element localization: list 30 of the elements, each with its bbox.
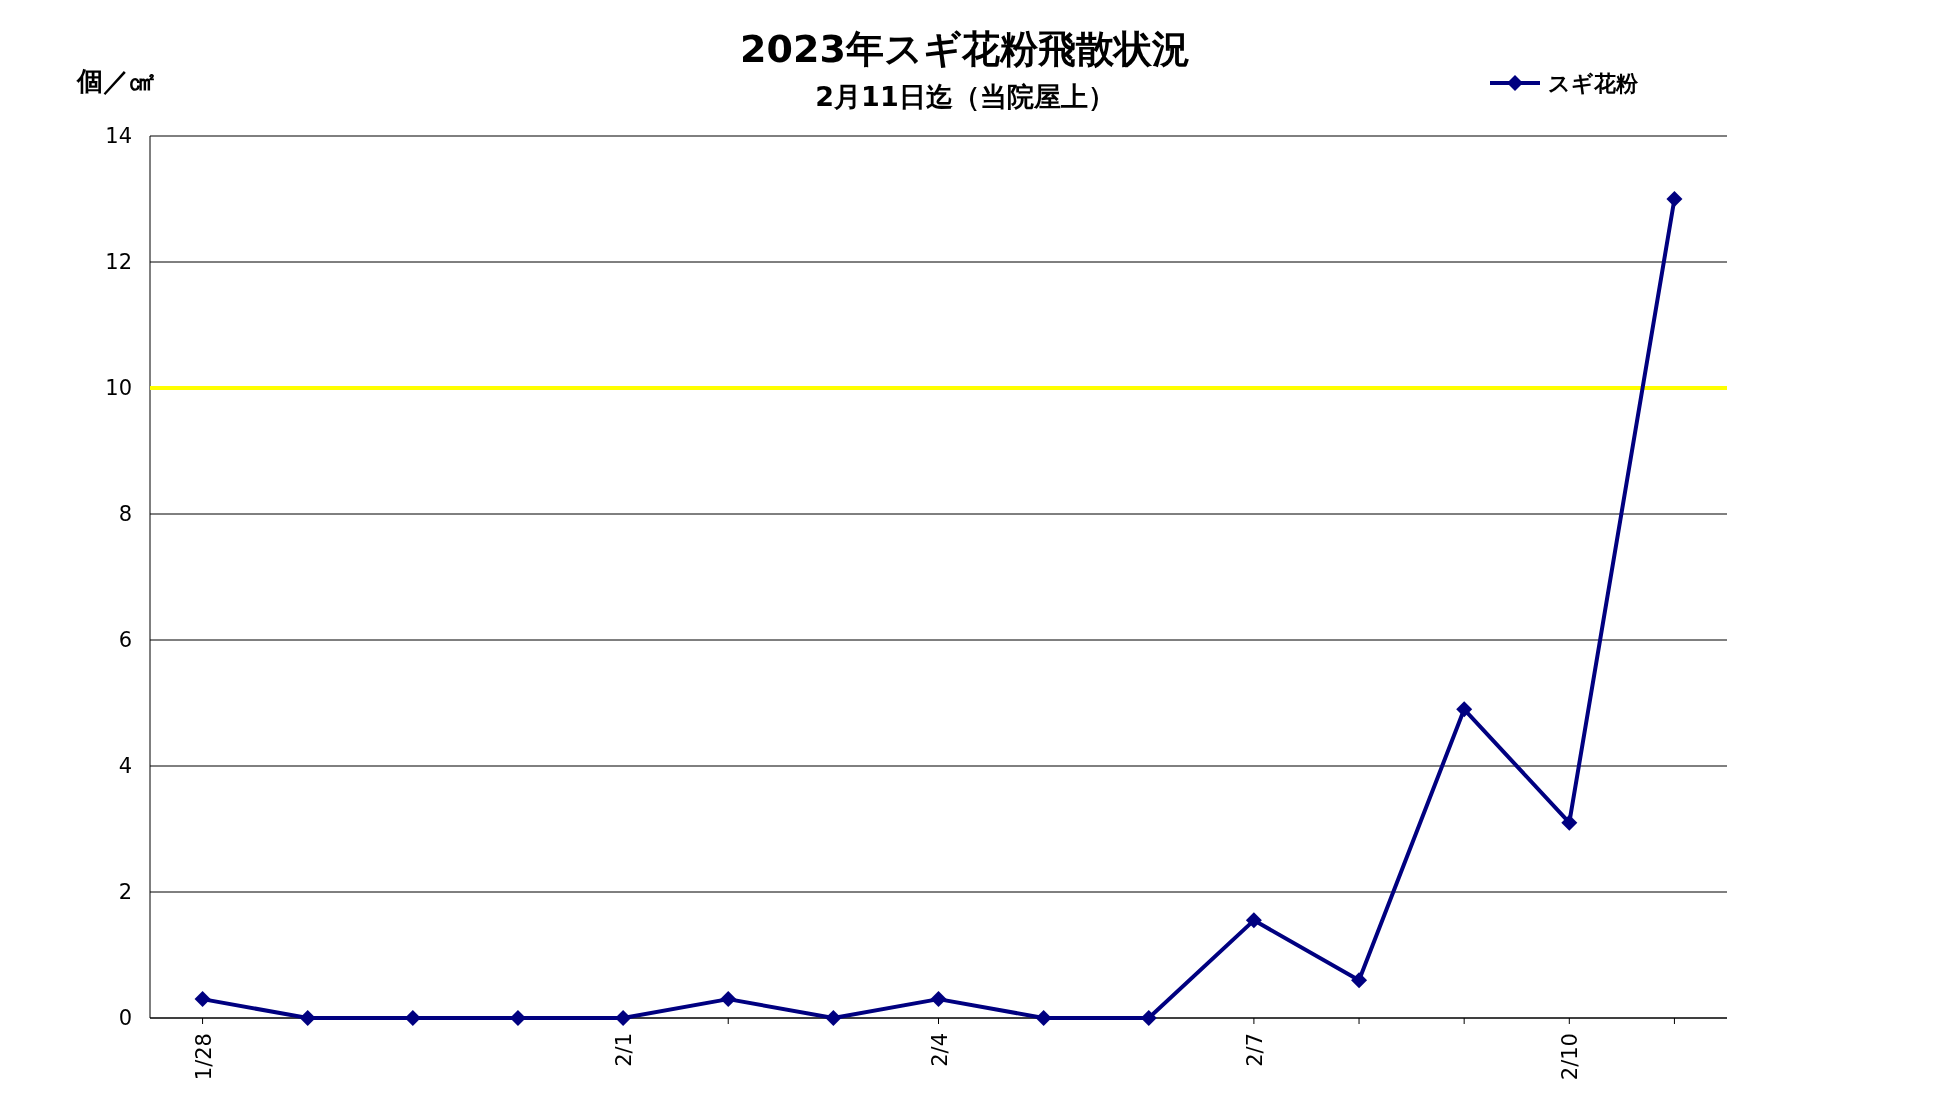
x-tick-label: 2/10 [1558,1033,1583,1081]
point [1456,701,1473,718]
chart-title: 2023年スギ花粉飛散状況 [740,27,1190,71]
y-tick-label: 12 [105,250,132,274]
point [930,991,947,1008]
y-tick-label: 8 [118,502,132,526]
point [1245,912,1262,929]
legend-label: スギ花粉 [1548,71,1639,96]
x-tick-label: 2/1 [612,1033,637,1067]
x-tick-label: 2/4 [927,1033,952,1067]
x-tick-label: 2/7 [1242,1033,1267,1067]
point [825,1010,842,1026]
point [720,991,737,1008]
y-tick-label: 6 [118,628,132,652]
y-tick-label: 10 [105,376,132,400]
y-tick-label: 4 [118,754,132,778]
point [1351,972,1368,989]
point [1666,191,1683,207]
y-tick-label: 2 [118,880,132,904]
point [194,991,211,1008]
point [1035,1010,1052,1026]
chart-subtitle: 2月11日迄（当院屋上） [815,81,1115,112]
y-axis-title: 個／㎠ [76,66,155,96]
y-tick-label: 14 [105,124,132,148]
point [1561,814,1578,831]
point [615,1010,632,1026]
y-tick-label: 0 [118,1006,132,1030]
x-tick-label: 1/28 [191,1033,216,1081]
point [1140,1010,1157,1026]
point [299,1010,316,1026]
